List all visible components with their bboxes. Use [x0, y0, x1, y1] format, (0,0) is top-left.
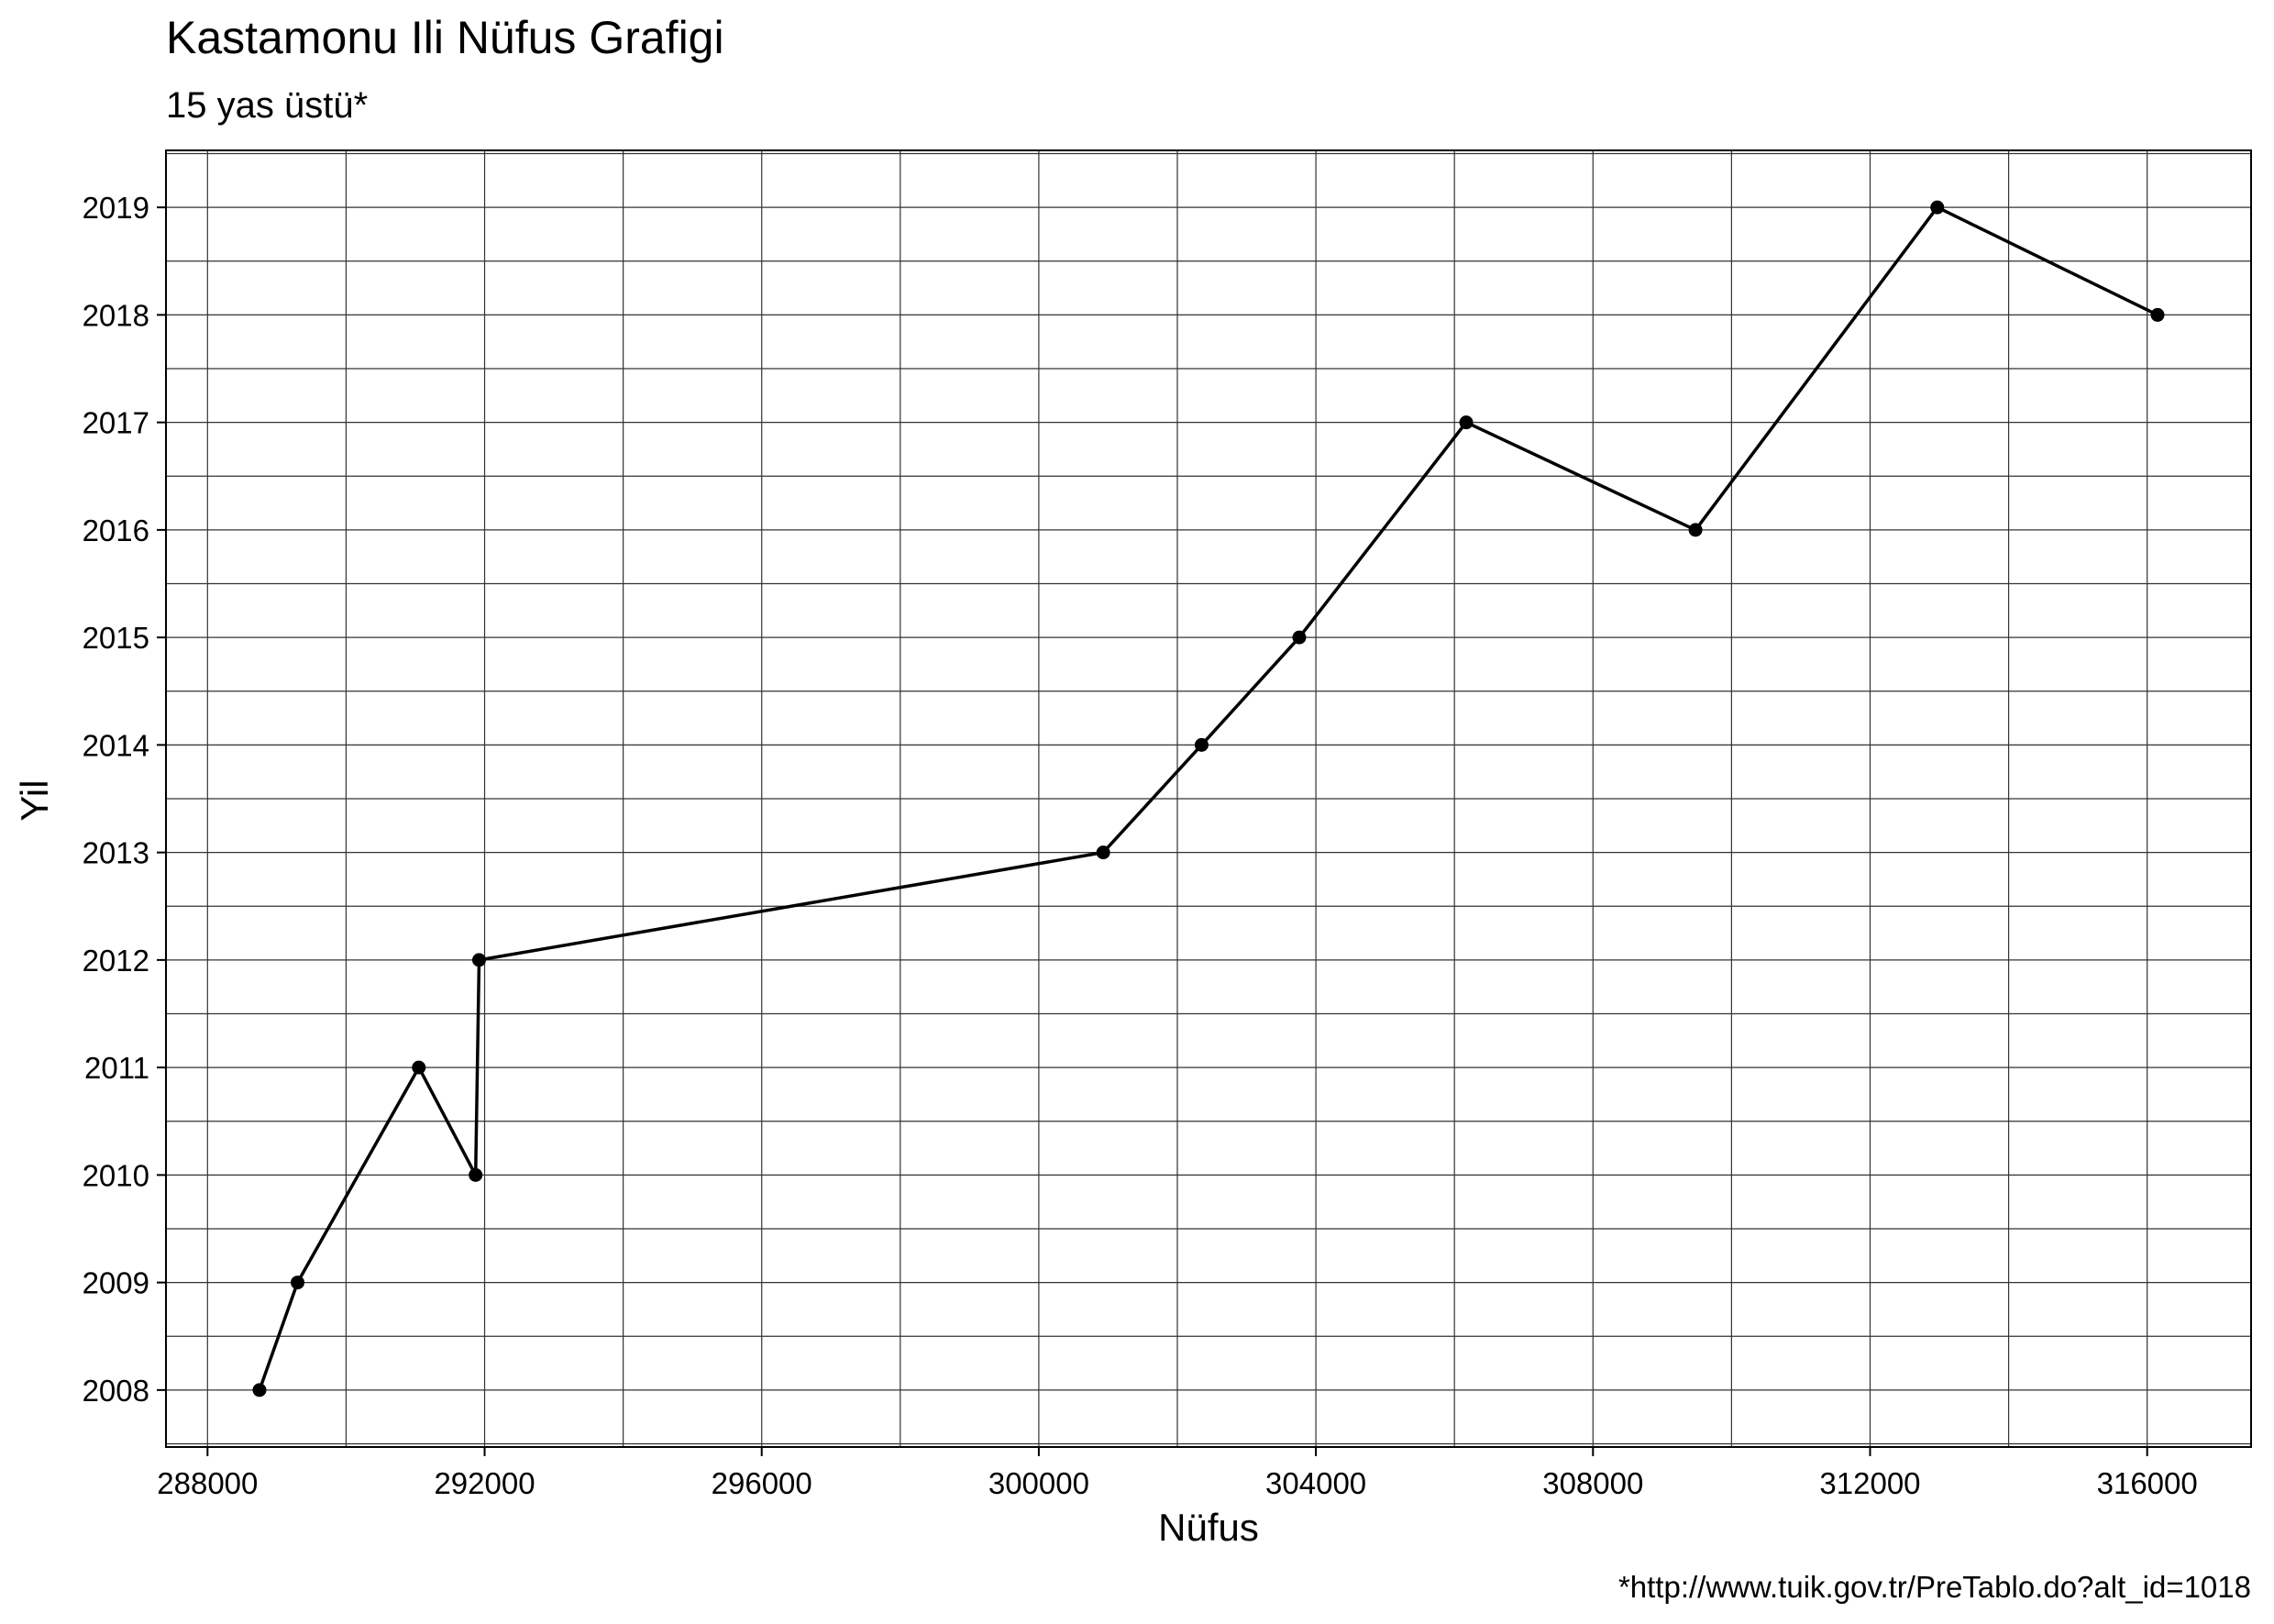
- x-tick-label: 304000: [1265, 1466, 1366, 1500]
- y-tick-label: 2017: [83, 406, 149, 440]
- x-tick-label: 296000: [712, 1466, 812, 1500]
- y-tick-label: 2014: [83, 728, 149, 762]
- y-tick-label: 2009: [83, 1266, 149, 1300]
- x-axis-title: Nüfus: [1158, 1506, 1259, 1549]
- y-tick-label: 2010: [83, 1158, 149, 1192]
- x-tick-label: 316000: [2097, 1466, 2198, 1500]
- chart-caption: *http://www.tuik.gov.tr/PreTablo.do?alt_…: [1618, 1570, 2251, 1604]
- grid-lines: [166, 150, 2251, 1447]
- x-tick-label: 292000: [434, 1466, 535, 1500]
- data-point-2011: [412, 1060, 426, 1075]
- x-axis: 288000 292000 296000 300000 304000 308000 3120…: [157, 1447, 2198, 1500]
- data-point-2016: [1688, 523, 1703, 537]
- plot-panel: [165, 149, 2252, 1448]
- chart-title: Kastamonu Ili Nüfus Grafigi: [166, 12, 724, 63]
- series-line: [258, 205, 2158, 1391]
- x-tick-label: 288000: [157, 1466, 258, 1500]
- y-tick-label: 2011: [84, 1051, 149, 1085]
- y-tick-label: 2015: [83, 621, 149, 655]
- data-point-2019: [1930, 200, 1945, 215]
- data-point-2008: [252, 1383, 267, 1398]
- data-point-2013: [1096, 845, 1110, 860]
- y-tick-label: 2012: [83, 944, 149, 978]
- y-tick-label: 2019: [83, 191, 149, 225]
- x-tick-label: 312000: [1819, 1466, 1920, 1500]
- y-axis: 2008 2009 2010 2011 2012 2013 2014 2015 2016 2017…: [83, 191, 166, 1408]
- data-point-2009: [291, 1276, 305, 1290]
- y-axis-title: Yil: [13, 779, 56, 821]
- data-point-2015: [1292, 630, 1307, 645]
- x-tick-label: 308000: [1542, 1466, 1643, 1500]
- x-tick-label: 300000: [988, 1466, 1089, 1500]
- y-tick-label: 2018: [83, 298, 149, 332]
- data-point-2014: [1194, 737, 1209, 752]
- y-tick-label: 2008: [83, 1374, 149, 1408]
- data-point-2017: [1459, 415, 1474, 430]
- data-point-2012: [471, 953, 486, 967]
- y-tick-label: 2016: [83, 514, 149, 547]
- chart-subtitle: 15 yas üstü*: [166, 85, 368, 126]
- data-points: [252, 200, 2165, 1398]
- data-point-2018: [2150, 307, 2165, 322]
- y-tick-label: 2013: [83, 836, 149, 870]
- data-point-2010: [469, 1167, 483, 1182]
